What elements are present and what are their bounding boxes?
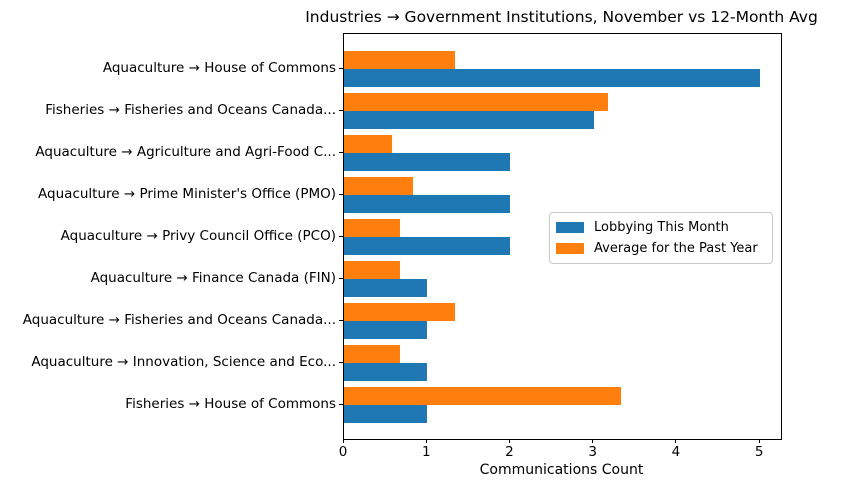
legend-label: Lobbying This Month	[594, 220, 729, 235]
legend-swatch-icon	[556, 222, 584, 233]
y-axis-label: Fisheries → House of Commons	[125, 396, 336, 412]
y-tick-mark	[339, 68, 343, 69]
y-axis-label: Fisheries → Fisheries and Oceans Canada.…	[45, 102, 336, 118]
y-tick-mark	[339, 110, 343, 111]
x-tick-mark	[508, 439, 510, 443]
x-axis-title: Communications Count	[479, 462, 644, 478]
y-tick-mark	[339, 320, 343, 321]
y-tick-mark	[339, 278, 343, 279]
x-tick-label: 3	[588, 444, 597, 460]
bar-average-for-the-past-year	[344, 261, 400, 279]
x-tick-label: 0	[338, 444, 348, 460]
legend-swatch-icon	[556, 243, 584, 254]
y-axis-label: Aquaculture → House of Commons	[102, 60, 336, 76]
y-axis-label: Aquaculture → Finance Canada (FIN)	[90, 270, 336, 286]
y-tick-mark	[339, 194, 343, 195]
y-tick-mark	[339, 404, 343, 405]
bar-lobbying-this-month	[344, 363, 428, 381]
y-axis-label: Aquaculture → Prime Minister's Office (P…	[38, 186, 336, 202]
y-axis-label: Aquaculture → Innovation, Science and Ec…	[31, 354, 336, 370]
x-tick-mark	[592, 439, 594, 443]
x-tick-label: 5	[754, 444, 764, 460]
legend-item: Lobbying This Month	[556, 218, 764, 237]
bar-lobbying-this-month	[344, 69, 761, 87]
chart-title-text: Industries → Government Institutions, No…	[305, 8, 818, 26]
legend-label: Average for the Past Year	[594, 241, 758, 256]
bar-average-for-the-past-year	[344, 93, 608, 111]
y-axis-label: Aquaculture → Fisheries and Oceans Canad…	[22, 312, 336, 328]
bar-lobbying-this-month	[344, 279, 428, 297]
bar-lobbying-this-month	[344, 321, 428, 339]
bar-lobbying-this-month	[344, 237, 511, 255]
x-tick-label: 2	[505, 444, 514, 460]
chart-title: Industries → Government Institutions, No…	[305, 7, 818, 27]
x-tick-mark	[342, 439, 344, 443]
y-axis-label: Aquaculture → Agriculture and Agri-Food …	[35, 144, 336, 160]
bar-average-for-the-past-year	[344, 177, 414, 195]
bar-lobbying-this-month	[344, 153, 511, 171]
bar-lobbying-this-month	[344, 405, 428, 423]
y-tick-mark	[339, 152, 343, 153]
y-axis-label: Aquaculture → Privy Council Office (PCO)	[60, 228, 336, 244]
x-tick-mark	[425, 439, 427, 443]
x-tick-mark	[758, 439, 760, 443]
x-tick-mark	[675, 439, 677, 443]
legend-item: Average for the Past Year	[556, 239, 764, 258]
bar-average-for-the-past-year	[344, 135, 393, 153]
x-tick-label: 1	[421, 444, 431, 460]
x-tick-label: 4	[671, 444, 681, 460]
y-tick-mark	[339, 362, 343, 363]
bar-lobbying-this-month	[344, 111, 594, 129]
bar-lobbying-this-month	[344, 195, 511, 213]
bar-average-for-the-past-year	[344, 345, 400, 363]
legend: Lobbying This Month Average for the Past …	[549, 212, 773, 264]
bar-average-for-the-past-year	[344, 219, 400, 237]
y-tick-mark	[339, 236, 343, 237]
bar-average-for-the-past-year	[344, 303, 455, 321]
bar-average-for-the-past-year	[344, 387, 622, 405]
bar-average-for-the-past-year	[344, 51, 455, 69]
